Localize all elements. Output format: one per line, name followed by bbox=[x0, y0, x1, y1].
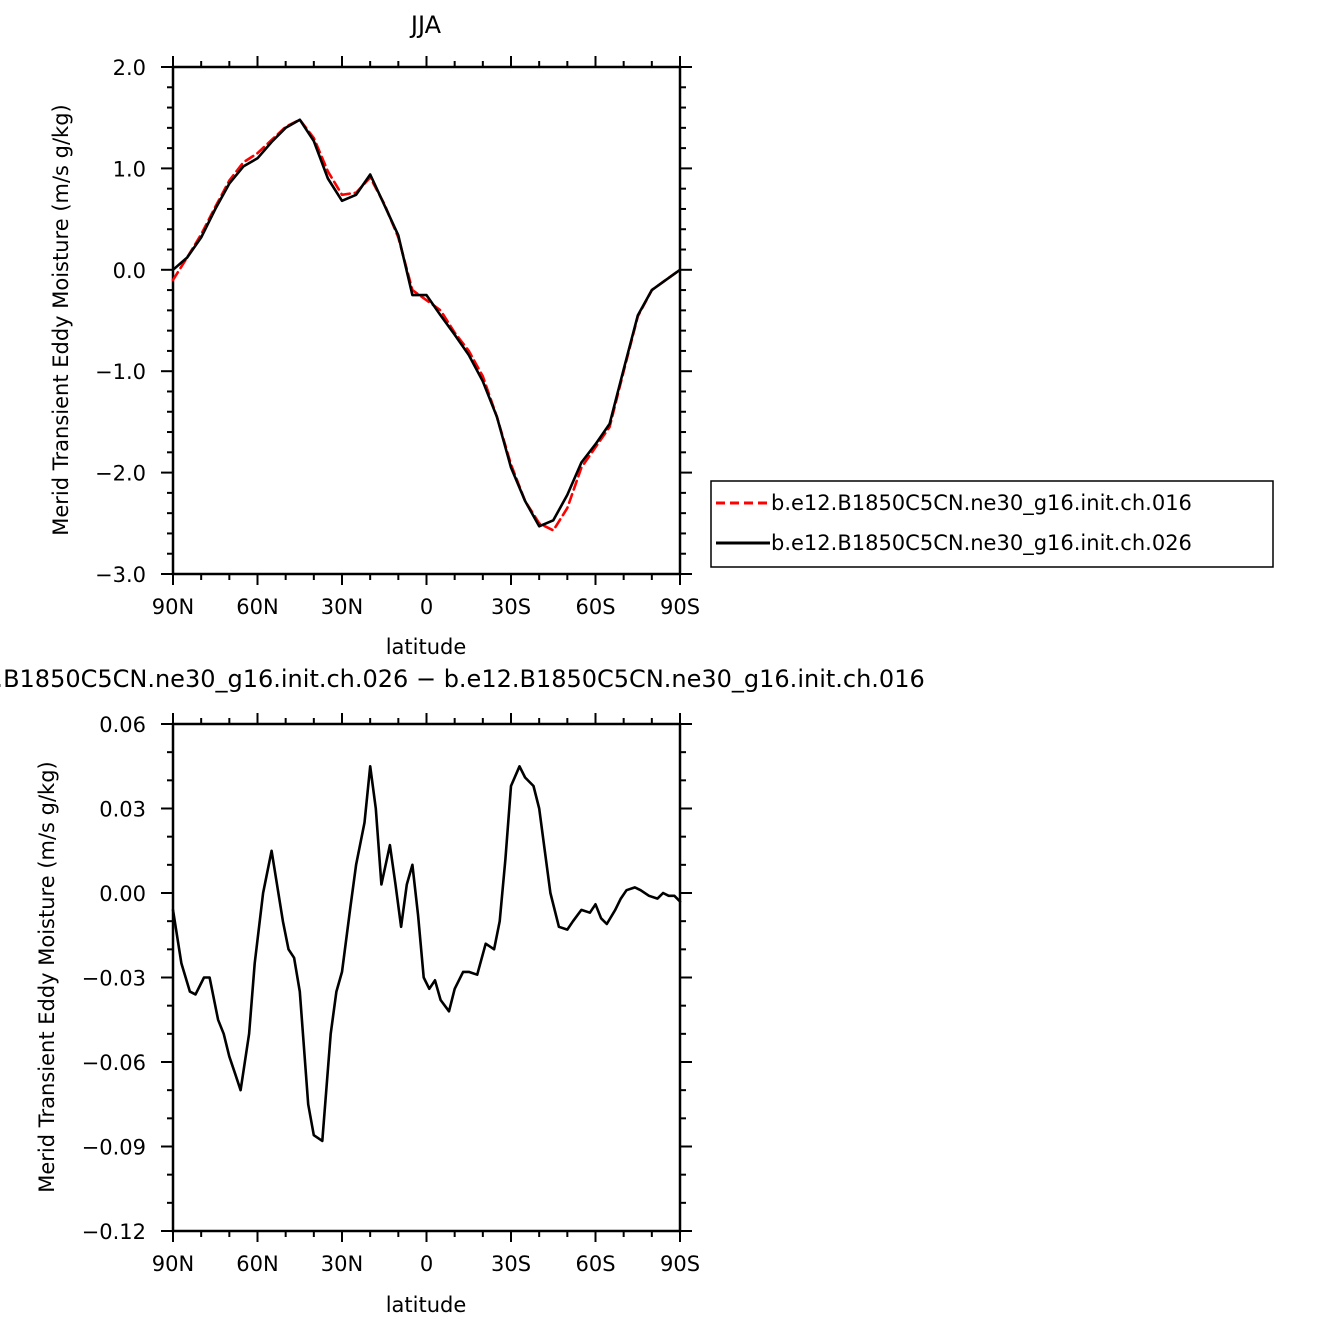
y-tick-label: −2.0 bbox=[95, 462, 146, 486]
bottom-y-axis-title: Merid Transient Eddy Moisture (m/s g/kg) bbox=[35, 761, 59, 1193]
x-tick-label: 60S bbox=[575, 1252, 615, 1276]
series-line-026 bbox=[171, 118, 682, 528]
top-panel: JJA 90N 60N 30N 0 30S 60S 90S 2.0 1.0 0.0 −1.0 −2.… bbox=[49, 11, 1274, 659]
x-tick-label: 60N bbox=[236, 595, 278, 619]
x-tick-label: 30S bbox=[491, 1252, 531, 1276]
x-tick-label: 90S bbox=[660, 1252, 700, 1276]
bottom-x-tick-labels: 90N 60N 30N 0 30S 60S 90S bbox=[152, 1252, 700, 1276]
y-tick-label: 2.0 bbox=[113, 56, 146, 80]
top-series-lines bbox=[171, 118, 682, 532]
bottom-plot-frame bbox=[171, 722, 682, 1233]
bottom-series-lines bbox=[171, 764, 682, 1143]
x-tick-label: 30S bbox=[491, 595, 531, 619]
y-tick-label: 1.0 bbox=[113, 157, 146, 181]
y-tick-label: −0.03 bbox=[82, 967, 146, 991]
x-tick-label: 0 bbox=[420, 1252, 433, 1276]
top-x-tick-labels: 90N 60N 30N 0 30S 60S 90S bbox=[152, 595, 700, 619]
x-tick-label: 90N bbox=[152, 1252, 194, 1276]
bottom-y-tick-labels: 0.06 0.03 0.00 −0.03 −0.06 −0.09 −0.12 bbox=[82, 713, 146, 1244]
bottom-panel: b.e12.B1850C5CN.ne30_g16.init.ch.026 − b… bbox=[0, 665, 925, 1317]
bottom-tick-marks bbox=[161, 713, 692, 1242]
series-line-016 bbox=[171, 118, 682, 532]
bottom-x-axis-title: latitude bbox=[386, 1293, 467, 1317]
y-tick-label: −0.12 bbox=[82, 1220, 146, 1244]
top-panel-title: JJA bbox=[409, 11, 442, 39]
x-tick-label: 60S bbox=[575, 595, 615, 619]
difference-line bbox=[171, 764, 682, 1143]
bottom-panel-title: b.e12.B1850C5CN.ne30_g16.init.ch.026 − b… bbox=[0, 665, 925, 693]
x-tick-label: 60N bbox=[236, 1252, 278, 1276]
top-y-tick-labels: 2.0 1.0 0.0 −1.0 −2.0 −3.0 bbox=[95, 56, 146, 587]
top-tick-marks bbox=[161, 56, 692, 585]
legend: b.e12.B1850C5CN.ne30_g16.init.ch.016 b.e… bbox=[710, 480, 1274, 568]
top-x-axis-title: latitude bbox=[386, 635, 467, 659]
y-tick-label: 0.0 bbox=[113, 259, 146, 283]
top-y-axis-title: Merid Transient Eddy Moisture (m/s g/kg) bbox=[49, 104, 73, 536]
x-tick-label: 30N bbox=[321, 595, 363, 619]
y-tick-label: −3.0 bbox=[95, 563, 146, 587]
legend-box bbox=[710, 480, 1274, 568]
y-tick-label: 0.03 bbox=[99, 798, 146, 822]
y-tick-label: −0.06 bbox=[82, 1051, 146, 1075]
x-tick-label: 90N bbox=[152, 595, 194, 619]
y-tick-label: 0.00 bbox=[99, 882, 146, 906]
x-tick-label: 0 bbox=[420, 595, 433, 619]
y-tick-label: −1.0 bbox=[95, 360, 146, 384]
x-tick-label: 90S bbox=[660, 595, 700, 619]
x-tick-label: 30N bbox=[321, 1252, 363, 1276]
top-plot-frame bbox=[171, 65, 682, 576]
y-tick-label: −0.09 bbox=[82, 1136, 146, 1160]
y-tick-label: 0.06 bbox=[99, 713, 146, 737]
legend-label-026: b.e12.B1850C5CN.ne30_g16.init.ch.026 bbox=[771, 531, 1192, 556]
legend-label-016: b.e12.B1850C5CN.ne30_g16.init.ch.016 bbox=[771, 491, 1192, 516]
